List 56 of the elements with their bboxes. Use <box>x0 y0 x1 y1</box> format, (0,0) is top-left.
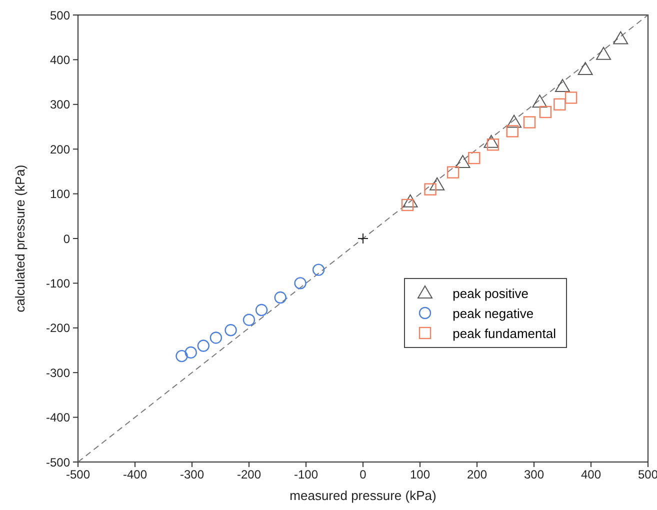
point <box>506 114 522 128</box>
y-tick-label: -500 <box>46 455 70 470</box>
x-tick-label: 100 <box>410 468 430 482</box>
point <box>596 46 612 60</box>
point <box>484 134 499 148</box>
point <box>242 314 256 326</box>
point <box>446 166 460 178</box>
y-tick-label: 0 <box>63 232 70 246</box>
point <box>613 31 628 44</box>
x-axis-title: measured pressure (kPa) <box>290 488 436 503</box>
y-tick-label: 200 <box>50 142 70 156</box>
point <box>176 350 188 362</box>
y-tick-label: 400 <box>50 52 70 67</box>
point <box>401 198 414 212</box>
point <box>468 152 480 164</box>
legend-label: peak negative <box>452 306 534 320</box>
point <box>424 183 436 196</box>
y-tick-label: 500 <box>50 8 70 22</box>
point <box>564 92 578 104</box>
point <box>506 125 518 138</box>
point <box>224 324 237 336</box>
x-tick-label: 400 <box>580 468 602 482</box>
legend-label: peak fundamental <box>452 326 556 340</box>
x-tick-label: -300 <box>180 468 204 482</box>
y-tick-label: 100 <box>50 187 70 202</box>
point <box>554 98 566 110</box>
x-tick-label: -500 <box>66 468 90 482</box>
x-tick-label: -100 <box>294 468 318 482</box>
point <box>358 233 368 244</box>
point <box>455 155 470 168</box>
point <box>294 277 306 290</box>
y-tick-label: -300 <box>46 366 70 380</box>
y-tick-label: -200 <box>46 321 70 336</box>
x-tick-label: 300 <box>524 468 544 482</box>
point <box>402 194 418 208</box>
point <box>274 291 286 304</box>
point <box>184 346 197 359</box>
point <box>555 79 570 92</box>
point <box>539 106 552 118</box>
point <box>578 62 593 76</box>
y-tick-label: 300 <box>50 98 70 112</box>
x-tick-label: 0 <box>360 468 367 482</box>
point <box>312 264 325 276</box>
x-tick-label: 200 <box>466 468 488 482</box>
legend-label: peak positive <box>452 286 529 300</box>
x-tick-label: -200 <box>236 468 262 482</box>
point <box>210 332 222 344</box>
y-tick-label: -400 <box>46 410 70 425</box>
point <box>430 177 445 190</box>
y-tick-label: -100 <box>46 276 70 290</box>
point <box>532 94 548 108</box>
x-tick-label: -400 <box>122 468 148 482</box>
point <box>523 116 536 128</box>
point <box>255 304 268 316</box>
y-axis-title: calculated pressure (kPa) <box>12 164 28 312</box>
point <box>197 340 210 352</box>
